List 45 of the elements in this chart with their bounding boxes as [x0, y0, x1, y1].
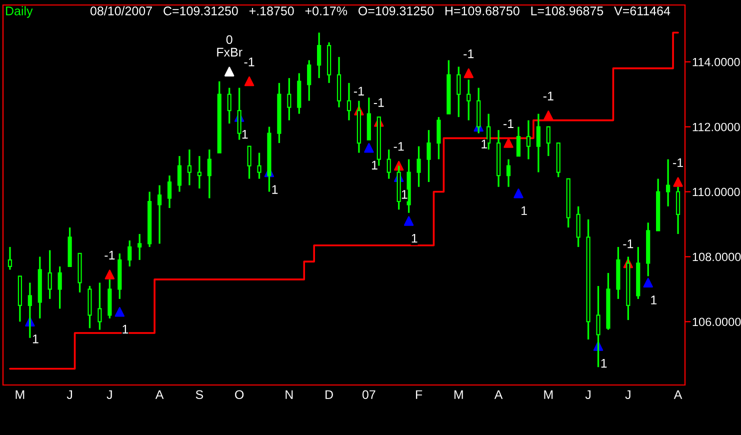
x-tick-label: O [235, 390, 244, 400]
series-label: 0 FxBr [217, 35, 242, 56]
y-tick-label: 106.0000 [692, 318, 741, 326]
text: 1 [522, 206, 527, 215]
text: -1 [394, 142, 404, 151]
series-label: -1 [104, 250, 115, 260]
text: 1 [32, 334, 38, 344]
text: -1 [673, 158, 683, 167]
y-tick-label: 114.0000 [692, 58, 740, 66]
x-tick-label: F [416, 390, 422, 399]
x-tick-label: 07 [362, 390, 376, 400]
x-tick-label: A [674, 390, 682, 399]
text: 1 [372, 160, 378, 170]
x-tick-label: A [494, 390, 503, 399]
chart-title: Daily [6, 6, 33, 18]
text: 1 [412, 234, 418, 243]
x-tick-label: D [326, 390, 333, 399]
y-tick-label: 112.0000 [692, 122, 740, 132]
text: 1 [272, 185, 278, 194]
text: 1 [122, 324, 128, 334]
text: -1 [354, 86, 364, 96]
x-tick-label: J [106, 390, 112, 400]
text: -1 [244, 58, 254, 66]
text: 1 [601, 358, 607, 368]
x-tick-label: A [155, 390, 164, 399]
x-tick-label: J [585, 390, 590, 400]
x-tick-label: M [16, 390, 24, 399]
text: -1 [543, 92, 554, 100]
x-tick-label: M [454, 390, 463, 399]
text: -1 [374, 98, 384, 107]
x-tick-label: N [286, 390, 293, 399]
y-tick-label: 110.0000 [692, 188, 740, 196]
x-tick-label: S [196, 390, 204, 400]
text: -1 [623, 240, 634, 248]
text: 1 [482, 140, 488, 148]
y-tick-label: 108.0000 [692, 252, 741, 262]
text: -1 [464, 50, 474, 58]
x-tick-label: J [66, 390, 72, 400]
x-tick-label: J [625, 390, 630, 400]
text: 1 [242, 130, 248, 139]
text: 1 [402, 190, 408, 199]
chart-subtitle: 08/10/2007 C=109.31250 +.18750 +0.17% O=109.31250 H=109.68750 L=108.96875 V=611464 [90, 6, 670, 16]
text: -1 [504, 119, 514, 128]
x-tick-label: M [544, 390, 553, 399]
series-label: 1 [651, 296, 657, 304]
